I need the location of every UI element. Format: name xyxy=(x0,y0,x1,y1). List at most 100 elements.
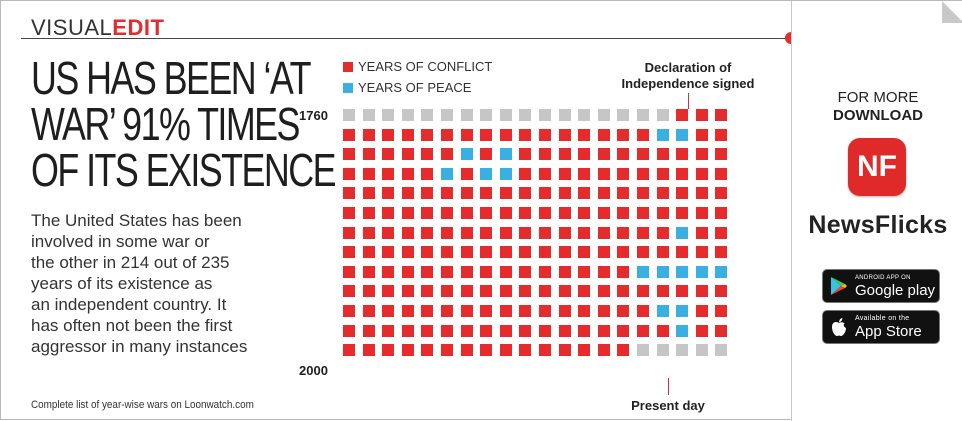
conflict-year-cell xyxy=(578,324,591,337)
conflict-year-cell xyxy=(460,206,473,219)
headline-line-3: OF ITS EXISTENCE xyxy=(31,144,337,196)
conflict-year-cell xyxy=(421,128,434,141)
non-independent-year-cell xyxy=(519,109,532,121)
brand-label: VISUALEDIT xyxy=(31,15,164,41)
conflict-year-cell xyxy=(499,128,512,141)
conflict-year-cell xyxy=(578,226,591,239)
conflict-year-cell xyxy=(362,167,375,180)
conflict-year-cell xyxy=(343,226,355,239)
description-line: involved in some war or xyxy=(31,232,210,251)
description-line: has often not been the first xyxy=(31,316,233,335)
conflict-year-cell xyxy=(578,206,591,219)
peace-year-cell xyxy=(460,148,473,161)
conflict-year-cell xyxy=(617,324,630,337)
conflict-year-cell xyxy=(676,285,689,298)
conflict-year-cell xyxy=(401,304,414,317)
conflict-year-cell xyxy=(715,246,728,259)
conflict-year-cell xyxy=(636,167,649,180)
non-independent-year-cell xyxy=(382,109,395,121)
conflict-year-cell xyxy=(636,226,649,239)
conflict-year-cell xyxy=(636,148,649,161)
newsflicks-logo-icon[interactable]: NF xyxy=(848,138,906,196)
conflict-year-cell xyxy=(343,206,355,219)
non-independent-year-cell xyxy=(480,109,493,121)
peace-year-cell xyxy=(715,265,728,278)
peace-year-cell xyxy=(499,148,512,161)
legend-peace-swatch xyxy=(343,82,353,93)
conflict-year-cell xyxy=(538,246,551,259)
conflict-year-cell xyxy=(401,344,414,357)
conflict-year-cell xyxy=(558,128,571,141)
conflict-year-cell xyxy=(362,226,375,239)
conflict-year-cell xyxy=(460,285,473,298)
conflict-year-cell xyxy=(460,265,473,278)
conflict-year-cell xyxy=(597,226,610,239)
conflict-year-cell xyxy=(343,265,355,278)
non-independent-year-cell xyxy=(695,344,708,357)
conflict-year-cell xyxy=(578,304,591,317)
peace-year-cell xyxy=(676,128,689,141)
non-independent-year-cell xyxy=(656,109,669,121)
peace-year-cell xyxy=(676,226,689,239)
conflict-year-cell xyxy=(362,304,375,317)
conflict-year-cell xyxy=(656,226,669,239)
conflict-year-cell xyxy=(460,304,473,317)
conflict-year-cell xyxy=(519,167,532,180)
google-play-big-text: Google play xyxy=(855,281,936,299)
conflict-year-cell xyxy=(715,206,728,219)
conflict-year-cell xyxy=(715,109,728,121)
present-day-marker xyxy=(668,378,669,395)
headline: US HAS BEEN ‘AT WAR’ 91% TIMES OF ITS EX… xyxy=(31,55,337,196)
app-store-badge[interactable]: Available on the App Store xyxy=(822,310,940,344)
conflict-year-cell xyxy=(636,128,649,141)
conflict-year-cell xyxy=(440,148,453,161)
conflict-year-cell xyxy=(715,167,728,180)
conflict-year-cell xyxy=(499,285,512,298)
app-store-small-text: Available on the xyxy=(855,315,910,322)
conflict-year-cell xyxy=(343,304,355,317)
google-play-badge[interactable]: ANDROID APP ON Google play xyxy=(822,269,940,303)
conflict-year-cell xyxy=(538,226,551,239)
conflict-year-cell xyxy=(499,226,512,239)
conflict-year-cell xyxy=(617,148,630,161)
peace-year-cell xyxy=(440,167,453,180)
conflict-year-cell xyxy=(695,206,708,219)
conflict-year-cell xyxy=(343,128,355,141)
conflict-year-cell xyxy=(362,344,375,357)
conflict-year-cell xyxy=(499,265,512,278)
non-independent-year-cell xyxy=(401,109,414,121)
conflict-year-cell xyxy=(656,246,669,259)
conflict-year-cell xyxy=(519,304,532,317)
conflict-year-cell xyxy=(636,285,649,298)
conflict-year-cell xyxy=(636,246,649,259)
conflict-year-cell xyxy=(558,148,571,161)
conflict-year-cell xyxy=(401,128,414,141)
conflict-year-cell xyxy=(401,265,414,278)
conflict-year-cell xyxy=(421,285,434,298)
conflict-year-cell xyxy=(343,344,355,357)
non-independent-year-cell xyxy=(343,109,355,121)
conflict-year-cell xyxy=(401,167,414,180)
conflict-year-cell xyxy=(597,304,610,317)
conflict-year-cell xyxy=(343,167,355,180)
conflict-year-cell xyxy=(382,344,395,357)
conflict-year-cell xyxy=(343,324,355,337)
non-independent-year-cell xyxy=(656,344,669,357)
conflict-year-cell xyxy=(597,167,610,180)
conflict-year-cell xyxy=(480,344,493,357)
apple-icon xyxy=(823,317,855,337)
conflict-year-cell xyxy=(636,206,649,219)
conflict-year-cell xyxy=(597,324,610,337)
conflict-year-cell xyxy=(617,265,630,278)
conflict-year-cell xyxy=(617,167,630,180)
peace-year-cell xyxy=(656,304,669,317)
non-independent-year-cell xyxy=(617,109,630,121)
legend-peace-label: YEARS OF PEACE xyxy=(358,80,472,95)
conflict-year-cell xyxy=(499,344,512,357)
page-fold-corner xyxy=(942,1,962,23)
legend-conflict-swatch xyxy=(343,61,353,72)
conflict-year-cell xyxy=(499,246,512,259)
conflict-year-cell xyxy=(440,187,453,200)
conflict-year-cell xyxy=(382,324,395,337)
conflict-year-cell xyxy=(401,324,414,337)
